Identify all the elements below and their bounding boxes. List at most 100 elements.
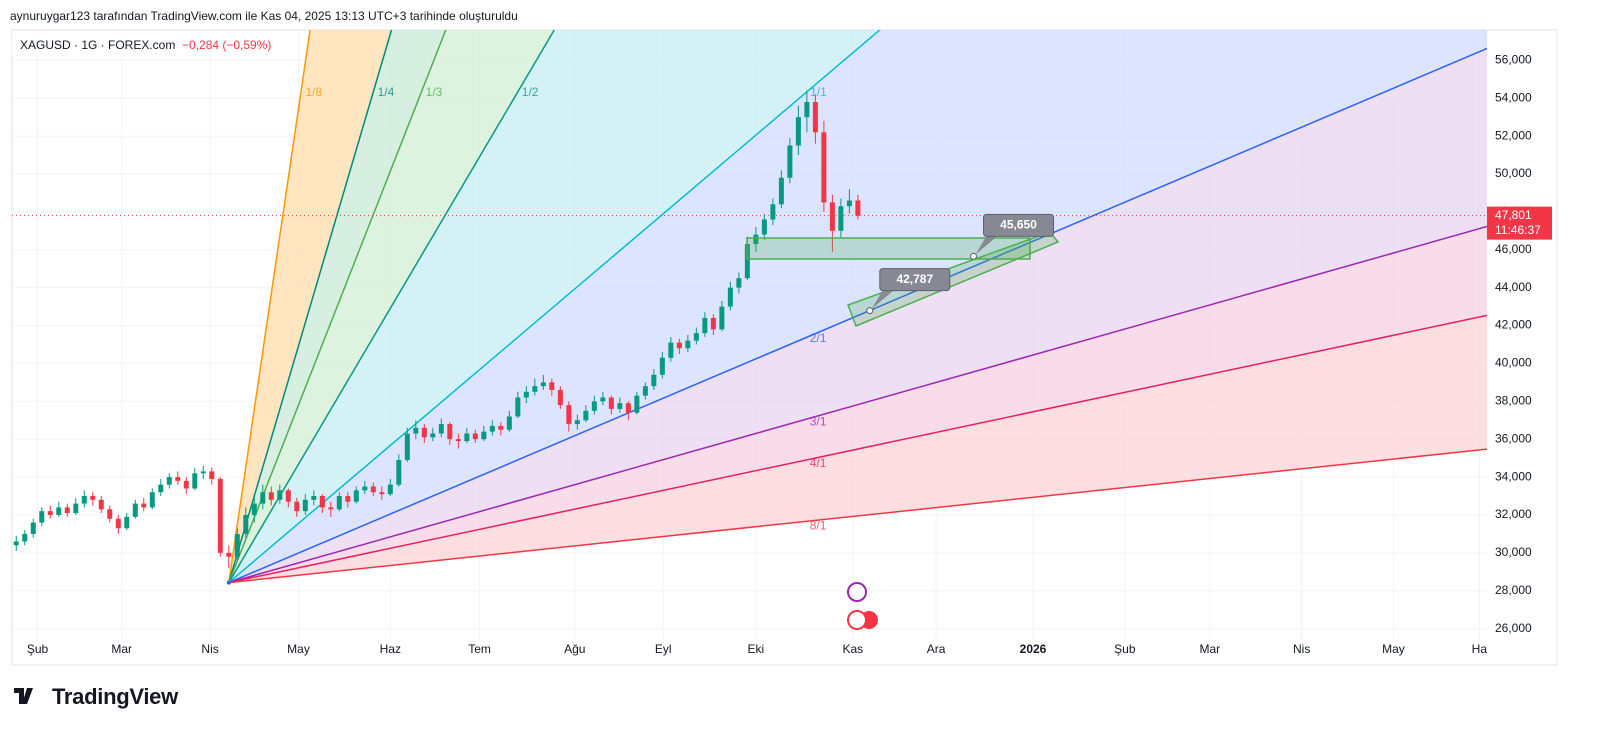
y-tick-label: 32,000 — [1495, 507, 1532, 521]
fan-label: 8/1 — [810, 518, 827, 532]
x-tick-label: Şub — [27, 642, 49, 656]
x-tick-label: 2026 — [1020, 642, 1047, 656]
candle-body — [642, 386, 648, 396]
candle-body — [73, 503, 79, 514]
fan-line — [228, 225, 1487, 584]
fan-line — [228, 30, 556, 583]
candle-body — [846, 200, 852, 207]
x-tick-label: Tem — [468, 642, 491, 656]
x-tick-label: Eyl — [655, 642, 672, 656]
candle-body — [353, 490, 359, 502]
plot-area — [12, 30, 1487, 640]
candle-body — [192, 473, 198, 489]
candle-body — [285, 490, 291, 502]
fan-line — [228, 314, 1487, 584]
candle-body — [744, 244, 750, 279]
candle-body — [761, 219, 767, 235]
fan-label: 1/8 — [305, 85, 322, 99]
callout-pointer — [975, 234, 1000, 255]
channel — [847, 231, 1060, 327]
candle-body — [736, 278, 742, 288]
candle-body — [277, 490, 283, 500]
candle-body — [251, 503, 257, 515]
fan-fill — [228, 30, 1487, 583]
candle-body — [149, 492, 155, 508]
y-tick-label: 52,000 — [1495, 128, 1532, 142]
fan-label: 1/2 — [522, 85, 539, 99]
callout — [983, 213, 1055, 237]
y-tick-label: 44,000 — [1495, 280, 1532, 294]
x-tick-label: May — [287, 642, 310, 656]
candle-body — [855, 200, 861, 216]
candle-body — [234, 533, 240, 557]
candle-body — [778, 177, 784, 205]
candle-body — [396, 460, 402, 485]
x-tick-label: Nis — [201, 642, 218, 656]
candle-body — [464, 433, 470, 442]
overlay: 26,000 28,000 30,000 32,000 34,000 36,000 38,0… — [27, 52, 1552, 656]
candle-body — [574, 420, 580, 425]
y-tick-label: 38,000 — [1495, 393, 1532, 407]
candle-body — [821, 132, 827, 203]
candle-body — [302, 499, 308, 512]
candle-body — [30, 522, 36, 534]
candle-body — [515, 397, 521, 417]
candle-body — [56, 507, 62, 515]
candle-body — [328, 507, 334, 510]
y-tick-label: 40,000 — [1495, 356, 1532, 370]
candle-body — [812, 101, 818, 133]
symbol-title: XAGUSD · 1G · FOREX.com — [20, 38, 175, 52]
x-tick-label: Haz — [380, 642, 401, 656]
candle-body — [90, 496, 96, 500]
candle-body — [566, 405, 572, 425]
candle-body — [370, 486, 376, 493]
candle-body — [209, 471, 215, 479]
candle-body — [549, 382, 555, 390]
callout — [879, 268, 951, 292]
x-tick-label: Eki — [748, 642, 765, 656]
candle-body — [804, 101, 810, 118]
callout-pointer — [871, 288, 896, 309]
y-tick-label: 36,000 — [1495, 431, 1532, 445]
y-tick-label: 46,000 — [1495, 242, 1532, 256]
candle-body — [98, 499, 104, 510]
fan-label: 1/1 — [810, 85, 827, 99]
candle-body — [39, 511, 45, 523]
candle-body — [438, 424, 444, 434]
y-tick-label: 56,000 — [1495, 52, 1532, 66]
candle-body — [268, 492, 274, 500]
candle-body — [183, 480, 189, 489]
candle-body — [311, 496, 317, 500]
candle-body — [523, 391, 529, 398]
callout-label: 45,650 — [1000, 218, 1037, 232]
candle-body — [540, 382, 546, 387]
candle-body — [455, 439, 461, 442]
candle-body — [226, 552, 232, 557]
candle-body — [583, 410, 589, 421]
candle-body — [710, 317, 716, 330]
candle-body — [175, 477, 181, 481]
callout-label: 42,787 — [896, 272, 933, 286]
event-icons — [847, 582, 878, 630]
candle-body — [702, 317, 708, 334]
x-tick-label: Nis — [1293, 642, 1310, 656]
x-tick-label: Kas — [842, 642, 863, 656]
candle-body — [668, 342, 674, 358]
candle-body — [430, 433, 436, 438]
candle-body — [421, 427, 427, 438]
fan-origin — [226, 580, 231, 585]
price-tag-label: 47,801 — [1495, 208, 1532, 222]
candle-body — [243, 514, 249, 534]
candle-body — [608, 397, 614, 409]
y-tick-label: 50,000 — [1495, 166, 1532, 180]
candle-body — [472, 433, 478, 440]
candle-body — [413, 427, 419, 434]
fan-label: 4/1 — [810, 456, 827, 470]
candle-body — [829, 202, 835, 231]
countdown: 11:46:37 — [1495, 223, 1541, 237]
candle-body — [651, 374, 657, 387]
fan-line — [228, 30, 447, 583]
x-tick-label: May — [1382, 642, 1405, 656]
